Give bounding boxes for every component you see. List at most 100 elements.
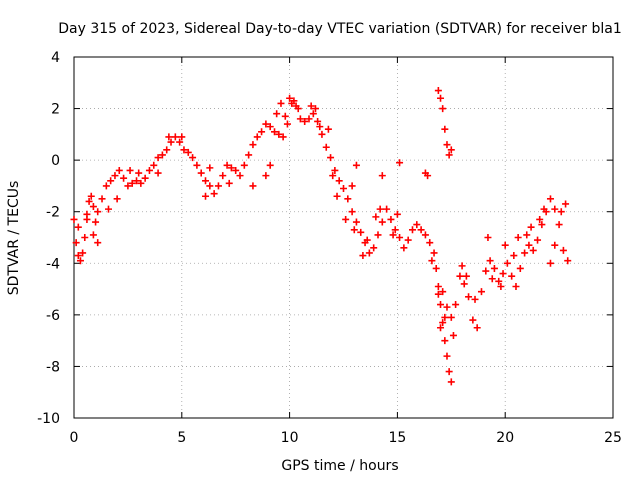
data-point bbox=[462, 272, 470, 280]
data-point bbox=[527, 223, 535, 231]
data-point bbox=[333, 192, 341, 200]
data-point bbox=[83, 210, 91, 218]
data-point bbox=[111, 172, 119, 180]
data-point bbox=[206, 164, 214, 172]
data-point bbox=[458, 262, 466, 270]
data-point bbox=[240, 161, 248, 169]
x-tick-label: 10 bbox=[281, 430, 299, 446]
data-point bbox=[145, 166, 153, 174]
data-point bbox=[197, 169, 205, 177]
data-point bbox=[324, 125, 332, 133]
data-point bbox=[322, 143, 330, 151]
data-point bbox=[87, 192, 95, 200]
data-point bbox=[359, 252, 367, 260]
data-point bbox=[176, 138, 184, 146]
data-point bbox=[348, 208, 356, 216]
data-point bbox=[393, 210, 401, 218]
y-tick-labels: -10 -8 -6 -4 -2 0 2 4 bbox=[37, 50, 60, 427]
data-point bbox=[236, 172, 244, 180]
data-point bbox=[329, 172, 337, 180]
data-point bbox=[262, 172, 270, 180]
x-tick-label: 0 bbox=[70, 430, 79, 446]
data-point bbox=[503, 259, 511, 267]
data-point bbox=[232, 166, 240, 174]
data-point bbox=[396, 234, 404, 241]
data-point bbox=[81, 234, 89, 241]
y-tick-label: -10 bbox=[37, 411, 60, 427]
x-tick-labels: 0 5 10 15 20 25 bbox=[70, 430, 622, 446]
data-point bbox=[154, 154, 162, 162]
data-point bbox=[400, 244, 408, 252]
data-point bbox=[307, 102, 315, 110]
data-point bbox=[501, 241, 509, 249]
data-point bbox=[249, 141, 257, 149]
data-point bbox=[370, 244, 378, 252]
data-point bbox=[210, 190, 218, 198]
data-point bbox=[413, 221, 421, 229]
data-point bbox=[94, 208, 102, 216]
data-point bbox=[434, 282, 442, 290]
data-point bbox=[441, 125, 449, 133]
data-point bbox=[443, 352, 451, 360]
data-point bbox=[417, 226, 425, 234]
data-point bbox=[286, 94, 294, 102]
data-point bbox=[193, 161, 201, 169]
data-point bbox=[559, 246, 567, 254]
data-point bbox=[184, 148, 192, 156]
data-point bbox=[350, 226, 358, 234]
data-point bbox=[363, 236, 371, 244]
data-point bbox=[495, 277, 503, 285]
data-point bbox=[426, 239, 434, 247]
data-point bbox=[189, 154, 197, 162]
data-point bbox=[490, 264, 498, 272]
data-point bbox=[378, 172, 386, 180]
data-point bbox=[437, 324, 445, 332]
data-point bbox=[283, 120, 291, 128]
data-point bbox=[219, 172, 227, 180]
data-point bbox=[311, 105, 319, 113]
data-point bbox=[309, 110, 317, 118]
data-point bbox=[434, 87, 442, 95]
data-point bbox=[471, 295, 479, 303]
data-point bbox=[316, 123, 324, 131]
data-point bbox=[113, 195, 121, 203]
data-point bbox=[253, 133, 261, 141]
data-point bbox=[408, 226, 416, 234]
data-point bbox=[488, 275, 496, 283]
data-point bbox=[225, 179, 233, 187]
data-point bbox=[557, 208, 565, 216]
data-point bbox=[296, 115, 304, 123]
x-tick-label: 5 bbox=[177, 430, 186, 446]
data-point bbox=[348, 182, 356, 190]
data-point bbox=[439, 288, 447, 296]
data-point bbox=[452, 301, 460, 309]
data-point bbox=[202, 177, 210, 185]
data-point bbox=[551, 205, 559, 213]
data-point bbox=[434, 290, 442, 298]
y-tick-label: -8 bbox=[46, 359, 60, 375]
y-tick-label: 0 bbox=[51, 153, 60, 169]
data-point bbox=[79, 249, 87, 257]
data-point bbox=[465, 293, 473, 301]
data-point bbox=[120, 174, 128, 182]
plot-area-border bbox=[73, 56, 614, 419]
data-point bbox=[383, 205, 391, 213]
data-point bbox=[290, 97, 298, 105]
data-point bbox=[352, 161, 360, 169]
data-point bbox=[340, 185, 347, 193]
data-point bbox=[439, 319, 447, 327]
data-point bbox=[396, 159, 404, 167]
data-point bbox=[279, 133, 287, 141]
data-point bbox=[124, 182, 132, 190]
data-point bbox=[473, 324, 481, 332]
data-point bbox=[437, 301, 445, 309]
data-point bbox=[378, 218, 386, 226]
data-point bbox=[135, 169, 143, 177]
data-point bbox=[477, 288, 485, 296]
data-point bbox=[273, 110, 281, 118]
y-tick-label: 4 bbox=[51, 50, 60, 66]
data-point bbox=[342, 215, 350, 223]
data-point bbox=[562, 200, 570, 208]
data-point bbox=[441, 337, 449, 345]
data-point bbox=[365, 249, 373, 257]
